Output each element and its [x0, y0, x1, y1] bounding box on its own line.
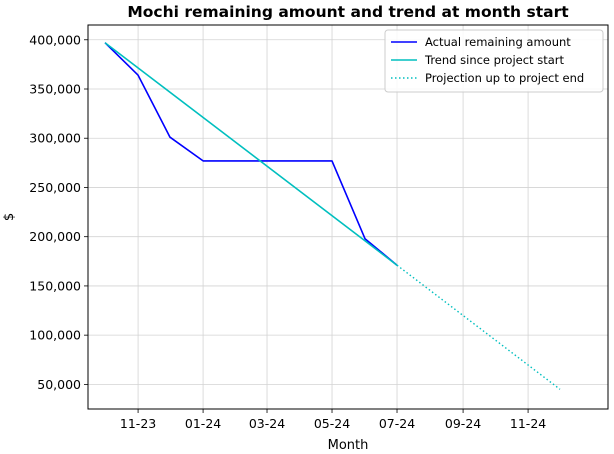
series-line-1 — [104, 42, 398, 266]
legend-label: Actual remaining amount — [425, 35, 571, 49]
y-tick-label: 200,000 — [29, 229, 81, 244]
x-axis-ticks: 11-23 01-24 03-24 05-24 07-24 09-24 11-24 — [120, 409, 546, 431]
legend-label: Trend since project start — [424, 53, 565, 67]
y-tick-label: 400,000 — [29, 32, 81, 47]
legend-box — [384, 29, 604, 93]
y-tick-label: 100,000 — [29, 328, 81, 343]
legend: Actual remaining amount Trend since proje… — [384, 29, 604, 93]
x-tick-label: 03-24 — [249, 416, 285, 431]
x-tick-label: 11-23 — [120, 416, 156, 431]
y-axis-ticks: 50,000 100,000 150,000 200,000 250,000 300,00… — [29, 32, 88, 392]
y-axis-label: $ — [2, 213, 17, 221]
series-line-2 — [104, 42, 398, 266]
legend-label: Projection up to project end — [425, 71, 584, 85]
y-tick-label: 50,000 — [37, 377, 81, 392]
x-tick-label: 11-24 — [510, 416, 546, 431]
x-tick-label: 01-24 — [185, 416, 221, 431]
y-tick-label: 150,000 — [29, 278, 81, 293]
chart-title: Mochi remaining amount and trend at mont… — [127, 3, 569, 21]
y-tick-label: 350,000 — [29, 82, 81, 97]
y-tick-label: 250,000 — [29, 180, 81, 195]
y-tick-label: 300,000 — [29, 131, 81, 146]
series-line-3 — [396, 264, 561, 390]
plot-frame — [87, 24, 609, 410]
x-tick-label: 09-24 — [445, 416, 481, 431]
series-lines — [104, 42, 561, 390]
x-tick-label: 05-24 — [314, 416, 350, 431]
x-tick-label: 07-24 — [379, 416, 415, 431]
x-axis-label: Month — [328, 438, 369, 453]
